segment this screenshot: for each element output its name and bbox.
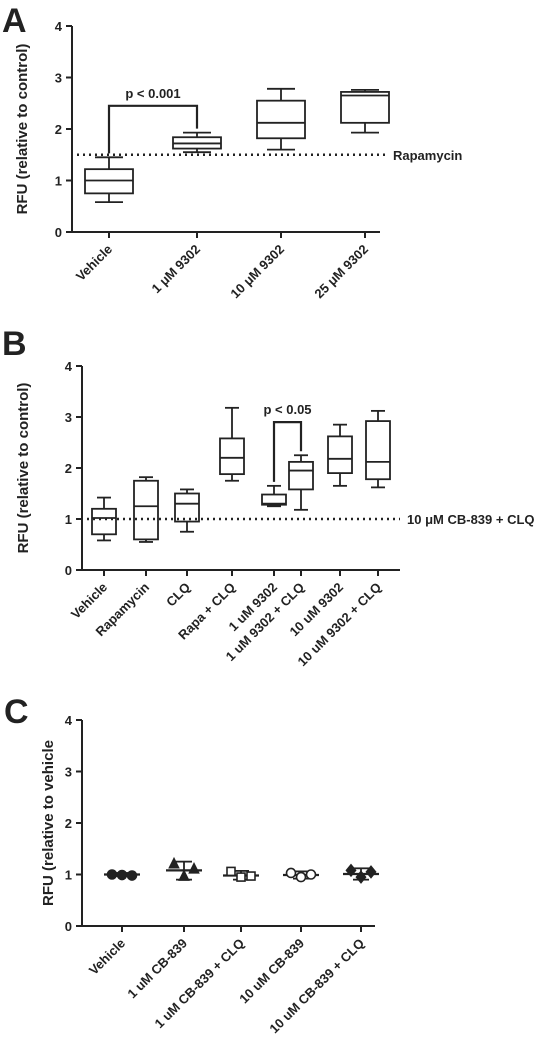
x-category-label: Vehicle [86,936,128,978]
box-4 [261,484,287,508]
significance-label: p < 0.001 [125,86,180,101]
series-2 [223,866,259,882]
box-3 [219,406,245,482]
box-0 [91,496,117,542]
significance-label: p < 0.05 [263,402,311,417]
y-tick-label: 0 [55,225,62,240]
x-category-label: Vehicle [68,580,110,622]
y-tick-label: 0 [65,563,72,578]
data-point [106,869,118,880]
y-axis-label: RFU (relative to control) [15,383,32,554]
box-body [91,507,117,536]
panel-letter: C [4,693,29,731]
y-tick-label: 4 [55,19,63,34]
box-body [256,99,306,140]
x-category-label: 1 μM 9302 [149,242,204,297]
box-body [340,91,390,124]
box-body [288,460,314,491]
box-3 [340,88,390,134]
series-3 [283,867,319,883]
y-tick-label: 3 [65,765,72,780]
box-2 [174,488,200,533]
box-2 [256,87,306,151]
y-tick-label: 2 [65,816,72,831]
y-tick-label: 2 [65,461,72,476]
data-point [246,871,256,881]
data-point [236,872,246,882]
data-point [355,870,367,884]
x-category-label: CLQ [163,580,193,610]
box-5 [288,454,314,511]
series-4 [343,863,379,884]
y-tick-label: 4 [65,359,73,374]
box-1 [133,476,159,543]
panel-letter: A [2,2,27,40]
x-category-label: 10 μM 9302 [227,242,287,302]
reference-line-label: 10 μM CB-839 + CLQ [407,512,535,527]
data-point [226,866,236,877]
data-point [188,862,200,874]
box-body [219,437,245,476]
y-tick-label: 4 [65,713,73,728]
data-point [365,865,377,879]
data-point [168,856,180,869]
box-body [365,420,391,481]
x-category-label: 25 μM 9302 [311,242,371,302]
bracket-line [107,104,199,154]
y-tick-label: 2 [55,122,62,137]
data-point [305,869,317,880]
x-category-label: Vehicle [73,242,115,284]
significance-bracket: p < 0.001 [107,86,199,154]
bracket-line [272,421,303,482]
box-7 [365,409,391,489]
panel-letter: B [2,325,27,363]
series-0 [104,869,140,881]
data-point [116,869,128,881]
data-point [285,867,297,879]
y-tick-label: 0 [65,919,72,934]
y-axis-label: RFU (relative to control) [14,44,31,215]
y-tick-label: 1 [55,174,62,189]
box-body [133,479,159,541]
box-body [174,492,200,523]
data-point [295,871,307,883]
y-axis-label: RFU (relative to vehicle [40,740,57,906]
box-6 [327,423,353,487]
panel-a: A 0 1 2 3 4 RFU (relative to control) Vehicle 1 … [2,2,462,301]
reference-line-label: Rapamycin [393,148,462,163]
y-tick-label: 1 [65,512,72,527]
box-0 [84,156,134,204]
box-body [327,435,353,475]
significance-bracket: p < 0.05 [263,402,312,482]
data-point [345,863,357,878]
series-1 [166,856,202,881]
data-point [126,870,138,881]
data-point [178,869,190,881]
box-body [261,493,287,506]
y-tick-label: 3 [65,410,72,425]
y-tick-label: 1 [65,868,72,883]
box-1 [172,131,222,154]
y-tick-label: 3 [55,71,62,86]
